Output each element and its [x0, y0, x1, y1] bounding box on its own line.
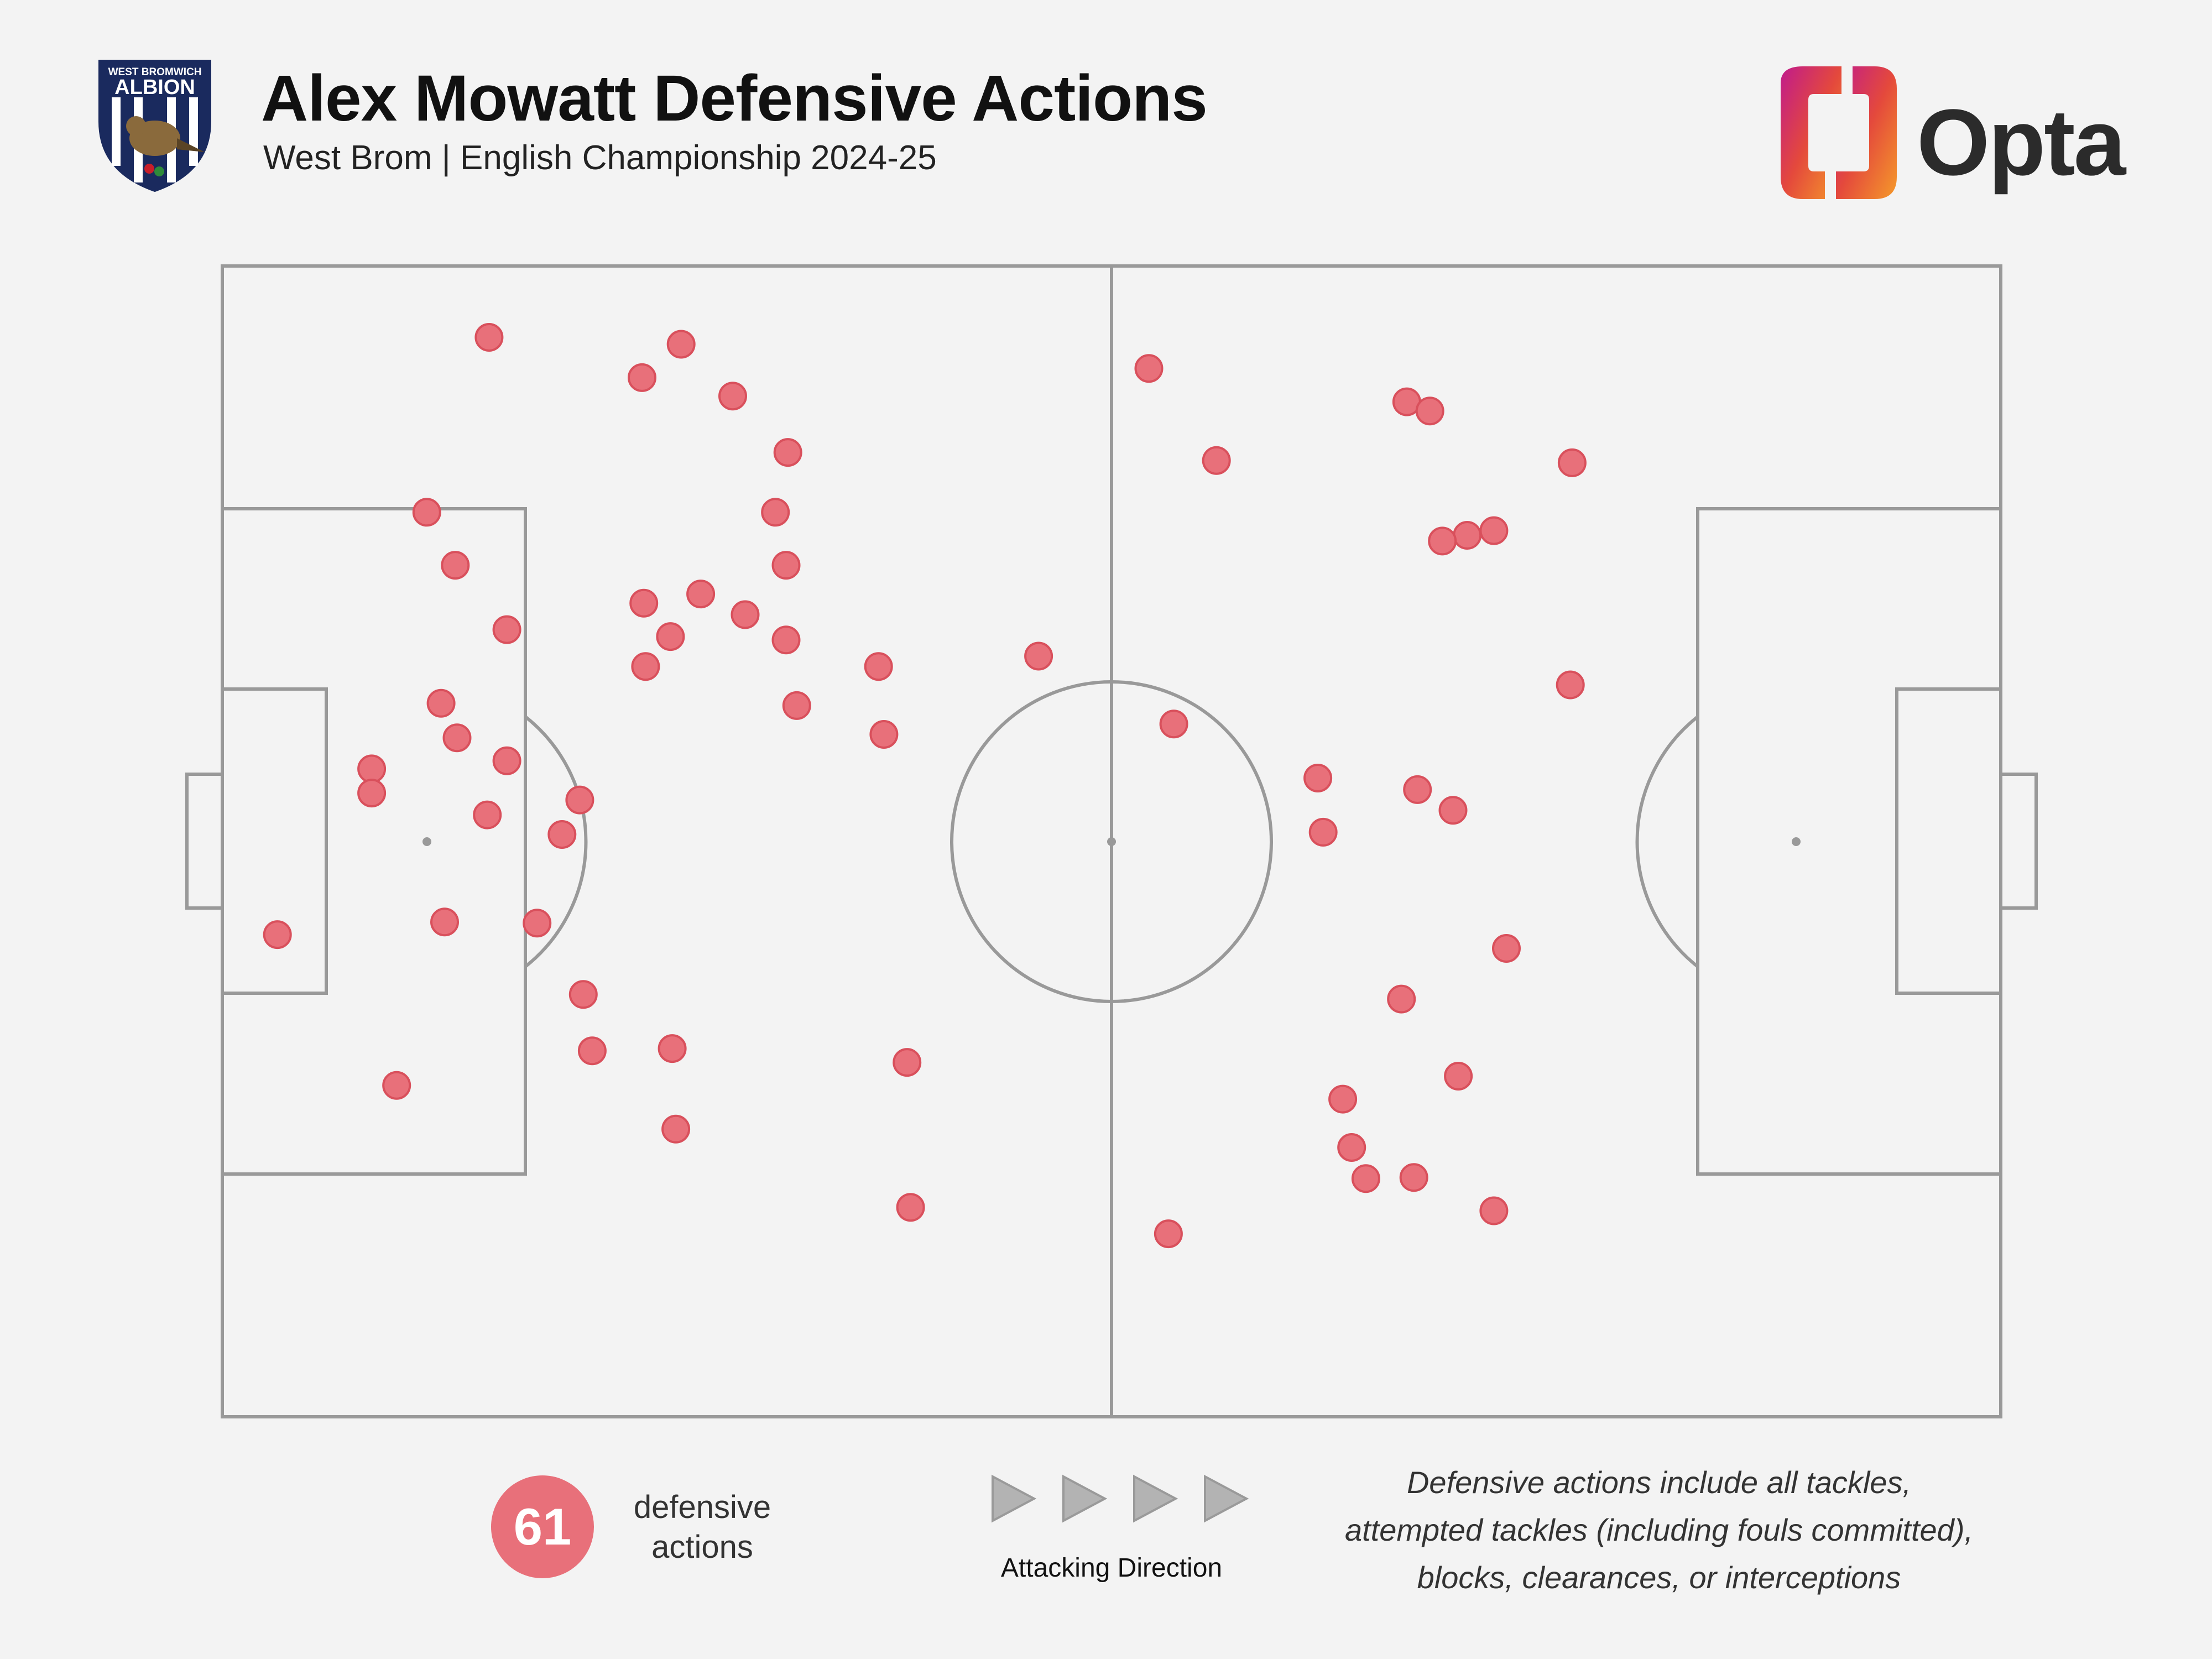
defensive-action-point: [474, 323, 504, 352]
defensive-action-point: [1399, 1163, 1428, 1192]
action-count-badge: 61: [491, 1475, 594, 1578]
defensive-action-point: [656, 622, 685, 651]
definition-note: Defensive actions include all tackles, a…: [1300, 1459, 2018, 1601]
defensive-action-point: [661, 1114, 691, 1144]
defensive-action-point: [1415, 397, 1444, 426]
centre-spot: [1107, 837, 1116, 846]
defensive-action-point: [357, 779, 387, 808]
defensive-action-point: [864, 652, 893, 681]
attacking-direction-arrows: [992, 1474, 1249, 1523]
defensive-action-point: [686, 580, 716, 609]
defensive-action-point: [426, 688, 456, 718]
right-goal: [1999, 773, 2038, 910]
defensive-action-point: [568, 980, 598, 1009]
defensive-action-point: [492, 746, 521, 775]
defensive-action-point: [631, 652, 660, 681]
defensive-action-point: [473, 800, 502, 830]
defensive-action-point: [382, 1071, 411, 1100]
defensive-action-point: [893, 1048, 922, 1077]
defensive-action-point: [731, 600, 760, 629]
defensive-action-point: [1024, 641, 1053, 671]
defensive-action-point: [658, 1034, 687, 1063]
defensive-action-point: [1337, 1133, 1366, 1162]
defensive-action-point: [1438, 796, 1468, 825]
defensive-action-point: [1154, 1219, 1183, 1249]
defensive-action-point: [1479, 516, 1509, 545]
note-line: Defensive actions include all tackles,: [1406, 1465, 1912, 1500]
left-penalty-box: [221, 507, 527, 1176]
defensive-action-point: [773, 438, 802, 467]
left-penalty-arc: [524, 715, 588, 968]
defensive-action-point: [1134, 354, 1164, 383]
defensive-action-point: [430, 907, 459, 937]
crest-text-top: WEST BROMWICH: [108, 66, 202, 78]
centre-circle: [950, 680, 1273, 1003]
defensive-action-point: [1159, 709, 1188, 739]
defensive-action-point: [771, 551, 801, 580]
defensive-action-point: [441, 551, 470, 580]
pitch-lines: [185, 264, 2038, 1418]
defensive-action-point: [718, 382, 747, 411]
defensive-action-point: [1328, 1084, 1358, 1114]
defensive-action-point: [1202, 446, 1231, 475]
defensive-action-point: [1453, 521, 1482, 550]
left-goal: [185, 773, 224, 910]
defensive-action-points: [263, 323, 1587, 1249]
defensive-action-point: [577, 1036, 607, 1066]
defensive-action-point: [896, 1193, 925, 1222]
defensive-action-point: [771, 625, 801, 655]
defensive-action-point: [1479, 1196, 1509, 1225]
defensive-action-point: [523, 909, 552, 938]
defensive-action-point: [628, 363, 656, 392]
chart-subtitle: West Brom | English Championship 2024-25: [263, 139, 937, 177]
defensive-action-point: [666, 330, 696, 359]
right-penalty-box: [1696, 507, 2002, 1176]
arrow-icon: [992, 1474, 1037, 1523]
defensive-action-point: [565, 785, 594, 815]
arrow-icon: [1062, 1474, 1108, 1523]
note-line: blocks, clearances, or interceptions: [1417, 1560, 1901, 1595]
defensive-action-point: [629, 588, 659, 618]
opta-logo: [1781, 66, 1897, 199]
chart-title: Alex Mowatt Defensive Actions: [261, 62, 1208, 135]
defensive-action-point: [782, 691, 811, 720]
defensive-action-point: [263, 920, 292, 950]
note-line: attempted tackles (including fouls commi…: [1344, 1512, 1974, 1547]
defensive-action-point: [1492, 934, 1521, 963]
crest-text-main: ALBION: [114, 76, 195, 99]
defensive-action-point: [412, 498, 441, 527]
defensive-action-point: [1308, 817, 1338, 847]
defensive-action-point: [869, 720, 899, 749]
right-penalty-arc: [1635, 715, 1699, 968]
arrow-icon: [1133, 1474, 1178, 1523]
defensive-action-point: [1387, 984, 1416, 1014]
defensive-action-point: [547, 820, 577, 849]
arrow-icon: [1204, 1474, 1249, 1523]
defensive-action-point: [761, 498, 790, 527]
right-six-yard-box: [1895, 687, 2002, 995]
defensive-action-point: [1556, 670, 1585, 700]
defensive-action-point: [1403, 775, 1432, 804]
defensive-action-point: [1351, 1164, 1380, 1193]
action-count-label: defensive actions: [633, 1489, 771, 1565]
defensive-action-point: [1444, 1062, 1473, 1091]
west-brom-crest-logo: WEST BROMWICH ALBION: [98, 60, 211, 192]
defensive-action-point: [442, 723, 472, 753]
defensive-action-point: [1428, 526, 1457, 556]
left-penalty-spot: [422, 837, 431, 846]
right-penalty-spot: [1792, 837, 1801, 846]
attacking-direction-label: Attacking Direction: [1000, 1553, 1223, 1583]
defensive-action-point: [1303, 764, 1333, 792]
defensive-action-point: [1557, 448, 1587, 477]
defensive-action-point: [357, 754, 387, 784]
opta-wordmark: Opta: [1917, 90, 2126, 195]
defensive-action-point: [492, 615, 521, 644]
